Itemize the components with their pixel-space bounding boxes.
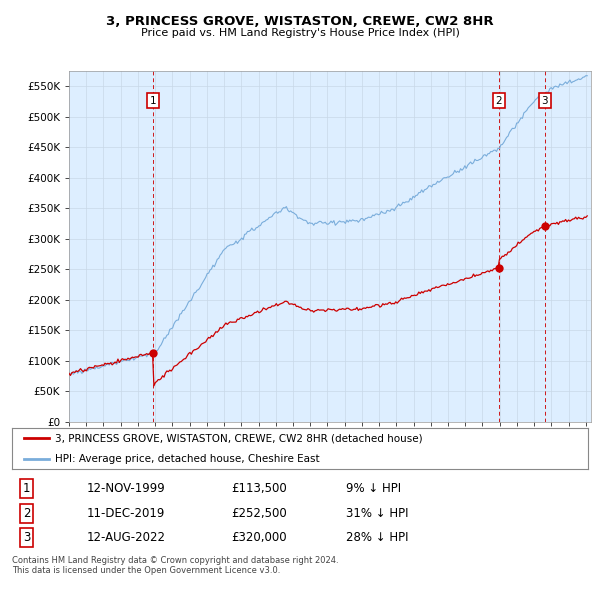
Text: 28% ↓ HPI: 28% ↓ HPI <box>346 532 409 545</box>
Text: 2: 2 <box>23 507 30 520</box>
Text: £320,000: £320,000 <box>231 532 287 545</box>
Text: 31% ↓ HPI: 31% ↓ HPI <box>346 507 409 520</box>
Text: 1: 1 <box>149 96 156 106</box>
Text: 9% ↓ HPI: 9% ↓ HPI <box>346 482 401 495</box>
Text: 11-DEC-2019: 11-DEC-2019 <box>87 507 165 520</box>
Text: HPI: Average price, detached house, Cheshire East: HPI: Average price, detached house, Ches… <box>55 454 320 464</box>
Text: Price paid vs. HM Land Registry's House Price Index (HPI): Price paid vs. HM Land Registry's House … <box>140 28 460 38</box>
Text: Contains HM Land Registry data © Crown copyright and database right 2024.
This d: Contains HM Land Registry data © Crown c… <box>12 556 338 575</box>
Text: 2: 2 <box>496 96 502 106</box>
Text: 3, PRINCESS GROVE, WISTASTON, CREWE, CW2 8HR (detached house): 3, PRINCESS GROVE, WISTASTON, CREWE, CW2… <box>55 433 423 443</box>
Text: 12-NOV-1999: 12-NOV-1999 <box>87 482 166 495</box>
Text: 3: 3 <box>23 532 30 545</box>
Text: 3, PRINCESS GROVE, WISTASTON, CREWE, CW2 8HR: 3, PRINCESS GROVE, WISTASTON, CREWE, CW2… <box>106 15 494 28</box>
Text: 1: 1 <box>23 482 30 495</box>
Text: 12-AUG-2022: 12-AUG-2022 <box>87 532 166 545</box>
Text: £113,500: £113,500 <box>231 482 287 495</box>
Text: £252,500: £252,500 <box>231 507 287 520</box>
Text: 3: 3 <box>542 96 548 106</box>
